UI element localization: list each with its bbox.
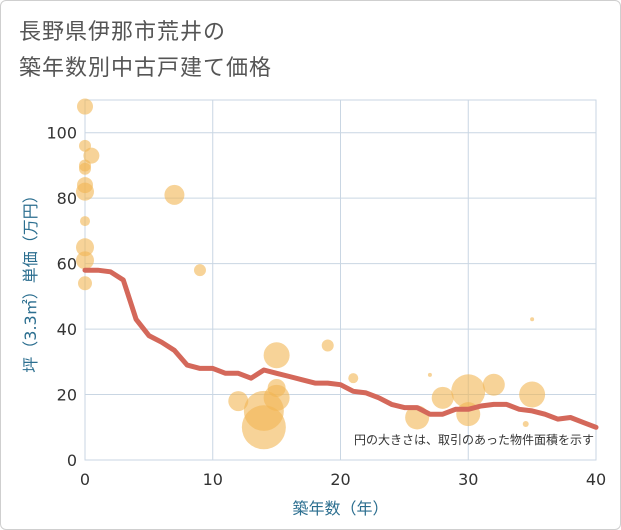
bubble-point — [80, 216, 90, 227]
chart-title: 長野県伊那市荒井の 築年数別中古戸建て価格 — [19, 15, 272, 87]
bubble-point — [79, 162, 91, 175]
x-tick-label: 30 — [458, 470, 478, 489]
y-tick-label: 80 — [57, 189, 77, 208]
chart-title-line-2: 築年数別中古戸建て価格 — [19, 56, 273, 81]
bubble-point — [427, 372, 432, 377]
chart-title-line-1: 長野県伊那市荒井の — [19, 20, 227, 45]
bubble-point — [519, 381, 546, 408]
bubble-series — [76, 98, 546, 450]
y-axis-label: 坪（3.3㎡）単価（万円） — [21, 187, 40, 372]
grid-lines — [84, 99, 597, 461]
bubble-point — [431, 386, 454, 409]
bubble-point — [530, 317, 535, 322]
size-note: 円の大きさは、取引のあった物件面積を示す — [354, 432, 594, 447]
y-tick-label: 40 — [57, 320, 77, 339]
bubble-point — [193, 264, 206, 277]
x-tick-labels: 0 10 20 30 40 — [80, 470, 606, 489]
bubble-point — [76, 238, 94, 257]
bubble-point — [321, 339, 334, 352]
bubble-point — [228, 391, 249, 412]
x-tick-label: 0 — [80, 470, 90, 489]
average-line — [82, 267, 599, 430]
bubble-point — [76, 251, 94, 270]
bubble-point — [83, 147, 100, 164]
bubble-point — [348, 373, 359, 384]
bubble-point — [77, 98, 93, 115]
bubble-point — [78, 276, 92, 291]
average-line-series — [82, 267, 599, 430]
bubble-point — [263, 342, 290, 369]
x-axis-label: 築年数（年） — [292, 499, 388, 518]
bubble-point — [164, 184, 185, 205]
y-tick-labels: 0 20 40 60 80 100 — [46, 124, 77, 470]
x-tick-label: 20 — [330, 470, 350, 489]
bubble-point — [451, 374, 486, 409]
y-tick-label: 0 — [67, 451, 77, 470]
bubble-point — [241, 405, 286, 450]
y-tick-label: 60 — [57, 255, 77, 274]
x-tick-label: 40 — [586, 470, 606, 489]
bubble-point — [482, 373, 505, 396]
bubble-point — [76, 182, 94, 201]
y-tick-label: 20 — [57, 386, 77, 405]
bubble-point — [263, 384, 290, 411]
x-tick-label: 10 — [203, 470, 223, 489]
bubble-point — [522, 421, 529, 427]
y-tick-label: 100 — [46, 124, 77, 143]
